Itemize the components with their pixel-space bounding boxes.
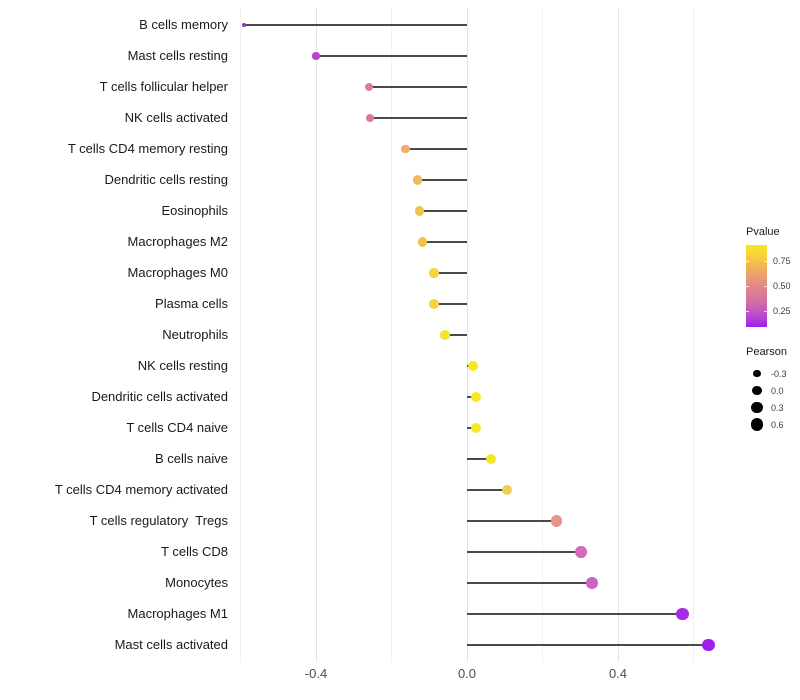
colorbar-tick-mark bbox=[746, 310, 749, 312]
lollipop-dot bbox=[429, 268, 439, 278]
lollipop-stem bbox=[434, 303, 467, 305]
y-axis-label: Monocytes bbox=[165, 575, 228, 590]
lollipop-stem bbox=[467, 458, 492, 460]
y-axis-label: Mast cells activated bbox=[114, 637, 228, 652]
lollipop-stem bbox=[405, 148, 467, 150]
pearson-legend-title: Pearson bbox=[746, 346, 787, 358]
lollipop-stem bbox=[467, 551, 581, 553]
lollipop-dot bbox=[675, 607, 689, 621]
pearson-legend-item: 0.3 bbox=[746, 399, 800, 416]
lollipop-dot bbox=[365, 113, 375, 123]
lollipop-dot bbox=[401, 144, 411, 154]
lollipop-dot bbox=[471, 422, 482, 434]
lollipop-dot bbox=[551, 515, 563, 527]
lollipop-stem bbox=[417, 179, 467, 181]
x-minor-gridline bbox=[391, 8, 392, 662]
pearson-legend-label: 0.6 bbox=[771, 419, 784, 430]
colorbar-tick-mark bbox=[764, 260, 767, 262]
lollipop-dot bbox=[485, 453, 497, 465]
y-axis-label: T cells follicular helper bbox=[99, 79, 228, 94]
pearson-legend-dot bbox=[750, 418, 764, 431]
colorbar-tick-mark bbox=[746, 260, 749, 262]
lollipop-dot bbox=[242, 23, 247, 27]
lollipop-dot bbox=[471, 391, 482, 403]
pearson-legend: Pearson -0.3 0.0 0.3 0.6 bbox=[746, 346, 800, 433]
lollipop-stem bbox=[467, 520, 557, 522]
y-axis-label: Macrophages M2 bbox=[127, 234, 228, 249]
y-axis-label: T cells CD8 bbox=[161, 544, 228, 559]
pvalue-legend: Pvalue 0.75 0.50 0.25 bbox=[746, 226, 800, 327]
pearson-legend-dot bbox=[752, 385, 762, 396]
y-axis-label: T cells regulatory Tregs bbox=[89, 513, 228, 528]
lollipop-stem bbox=[244, 24, 467, 26]
pearson-legend-label: 0.0 bbox=[771, 385, 784, 396]
lollipop-dot bbox=[440, 330, 450, 340]
pearson-legend-item: 0.6 bbox=[746, 416, 800, 433]
x-axis-tick-label: 0.4 bbox=[608, 666, 628, 681]
colorbar-tick-label: 0.50 bbox=[773, 281, 791, 291]
x-major-gridline bbox=[466, 8, 468, 662]
y-axis-label: Eosinophils bbox=[161, 203, 229, 218]
x-minor-gridline bbox=[693, 8, 694, 662]
lollipop-dot bbox=[429, 299, 439, 309]
colorbar-tick-mark bbox=[764, 310, 767, 312]
x-minor-gridline bbox=[240, 8, 241, 662]
lollipop-stem bbox=[445, 334, 467, 336]
y-axis-label: Plasma cells bbox=[155, 296, 228, 311]
pearson-legend-label: 0.3 bbox=[771, 402, 784, 413]
lollipop-dot bbox=[364, 82, 373, 92]
colorbar-tick-mark bbox=[764, 285, 767, 287]
lollipop-stem bbox=[368, 86, 467, 88]
y-axis-label: Neutrophils bbox=[162, 327, 228, 342]
y-axis-label: T cells CD4 naive bbox=[126, 420, 228, 435]
y-axis-label: Mast cells resting bbox=[127, 48, 228, 63]
pearson-legend-dot bbox=[753, 369, 761, 378]
lollipop-dot bbox=[702, 638, 716, 652]
pvalue-colorbar: 0.75 0.50 0.25 bbox=[746, 245, 791, 327]
y-axis-label: Macrophages M0 bbox=[127, 265, 228, 280]
colorbar-tick-label: 0.75 bbox=[773, 256, 791, 266]
lollipop-dot bbox=[586, 577, 598, 589]
lollipop-dot bbox=[575, 546, 587, 558]
lollipop-dot bbox=[418, 237, 428, 247]
y-axis-label: Dendritic cells resting bbox=[104, 172, 228, 187]
lollipop-stem bbox=[422, 241, 467, 243]
pearson-legend-item: -0.3 bbox=[746, 365, 800, 382]
x-major-gridline bbox=[617, 8, 619, 662]
y-axis-label: B cells naive bbox=[155, 451, 228, 466]
x-major-gridline bbox=[315, 8, 317, 662]
lollipop-stem bbox=[467, 613, 683, 615]
lollipop-stem bbox=[316, 55, 467, 57]
pearson-legend-label: -0.3 bbox=[771, 368, 787, 379]
x-minor-gridline bbox=[542, 8, 543, 662]
lollipop-stem bbox=[467, 582, 592, 584]
y-axis-label: Macrophages M1 bbox=[127, 606, 228, 621]
y-axis-label: NK cells activated bbox=[124, 110, 228, 125]
pvalue-legend-title: Pvalue bbox=[746, 226, 780, 238]
lollipop-dot bbox=[468, 360, 479, 372]
pearson-legend-dot bbox=[751, 401, 763, 414]
lollipop-dot bbox=[412, 175, 422, 185]
lollipop-stem bbox=[467, 489, 507, 491]
y-axis-label: Dendritic cells activated bbox=[91, 389, 228, 404]
y-axis-label: NK cells resting bbox=[137, 358, 228, 373]
pearson-legend-items: -0.3 0.0 0.3 0.6 bbox=[746, 365, 800, 433]
lollipop-stem bbox=[434, 272, 467, 274]
lollipop-stem bbox=[467, 644, 709, 646]
lollipop-dot bbox=[415, 206, 425, 216]
lollipop-stem bbox=[419, 210, 467, 212]
lollipop-stem bbox=[369, 117, 467, 119]
lollipop-dot bbox=[501, 484, 513, 496]
y-axis-label: T cells CD4 memory activated bbox=[54, 482, 228, 497]
colorbar-tick-mark bbox=[746, 285, 749, 287]
y-axis-label: B cells memory bbox=[139, 17, 228, 32]
colorbar-tick-label: 0.25 bbox=[773, 306, 791, 316]
x-axis-tick-label: -0.4 bbox=[304, 666, 328, 681]
lollipop-dot bbox=[312, 52, 320, 60]
x-axis-tick-label: 0.0 bbox=[457, 666, 477, 681]
pearson-legend-item: 0.0 bbox=[746, 382, 800, 399]
y-axis-label: T cells CD4 memory resting bbox=[67, 141, 228, 156]
